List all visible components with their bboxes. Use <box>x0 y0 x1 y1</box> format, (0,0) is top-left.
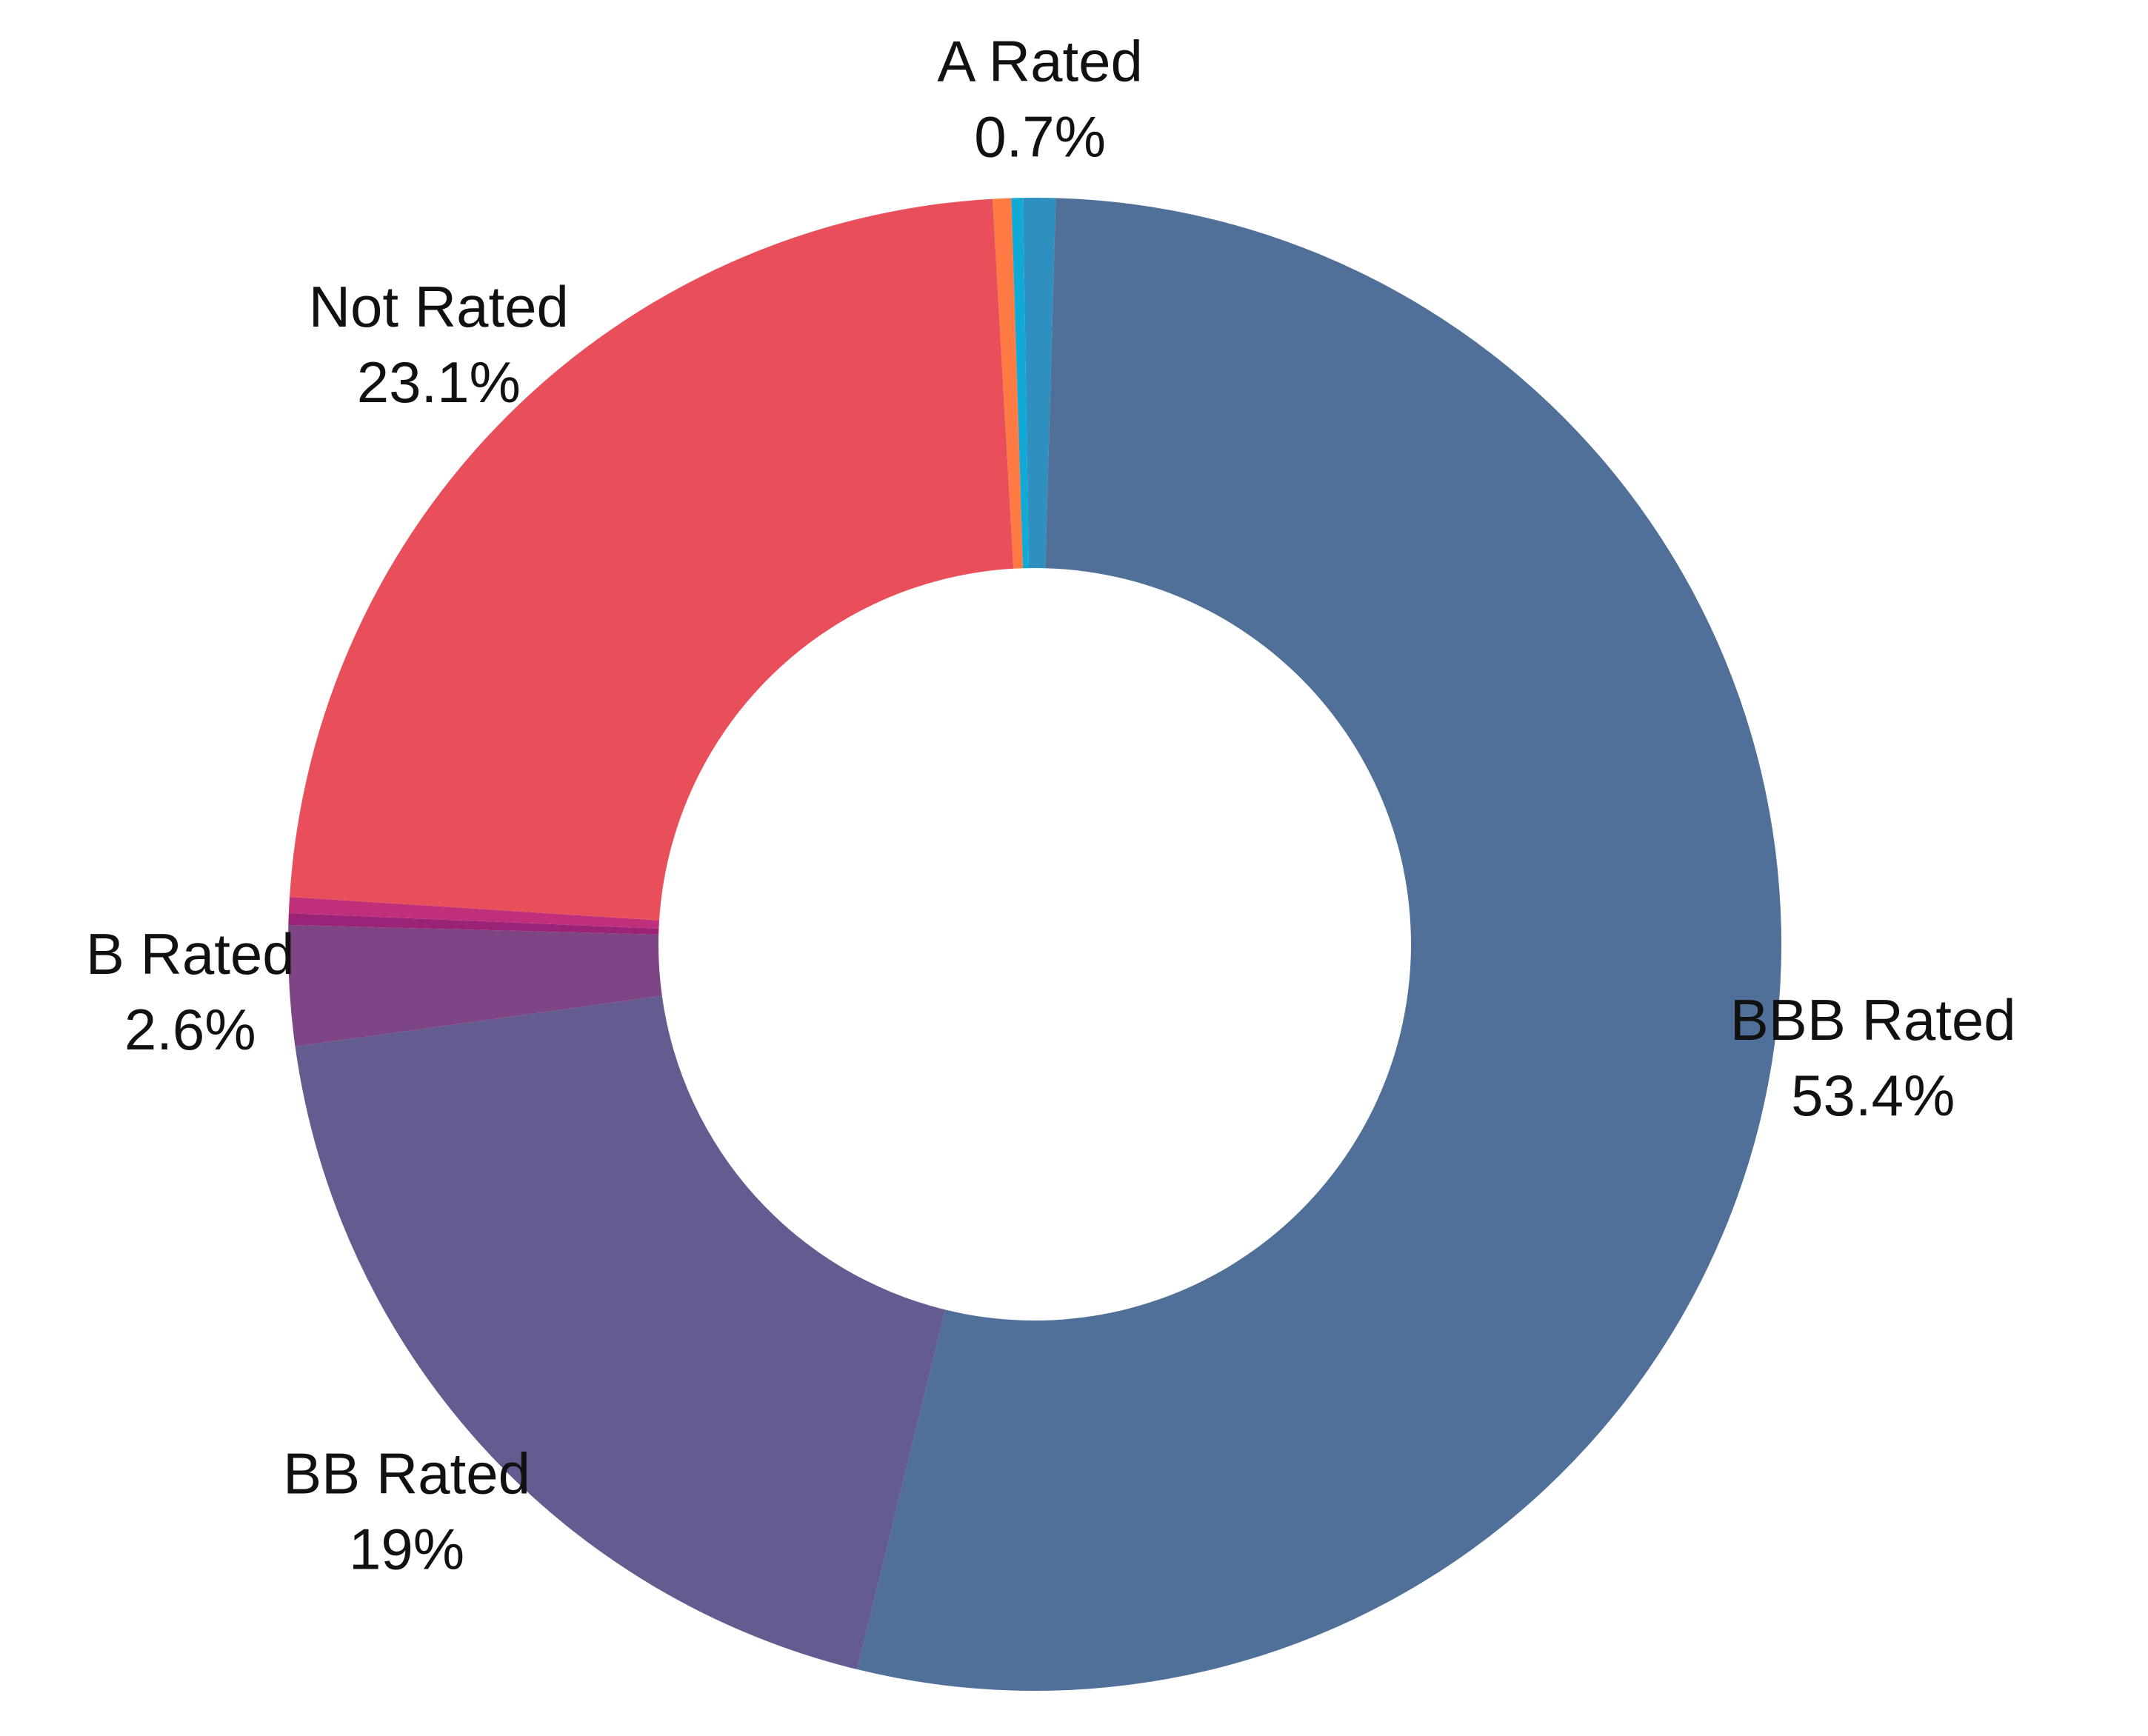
slice-minor-4 <box>288 913 659 935</box>
slice-bbb-rated <box>857 198 1782 1692</box>
pct-label-not-rated: 23.1% <box>357 350 521 415</box>
slice-bb-rated <box>295 995 946 1670</box>
label-bbb-rated: BBB Rated <box>1730 987 2016 1052</box>
label-bb-rated: BB Rated <box>283 1440 530 1506</box>
pct-label-bb-rated: 19% <box>349 1516 464 1581</box>
label-not-rated: Not Rated <box>309 274 569 339</box>
slice-minor-5 <box>288 896 660 929</box>
pct-label-a-rated: 0.7% <box>974 104 1106 169</box>
pct-label-b-rated: 2.6% <box>124 997 256 1062</box>
slices-group <box>288 197 1782 1692</box>
labels-group: A Rated 0.7% BBB Rated 53.4% BB Rated 19% B Ra… <box>86 28 2016 1581</box>
slice-b-rated <box>288 924 662 1047</box>
label-a-rated: A Rated <box>937 28 1143 93</box>
slice-minor-8 <box>1011 198 1030 569</box>
slice-a-rated <box>1023 197 1056 569</box>
slice-minor-7 <box>993 198 1024 569</box>
slice-not-rated <box>290 198 1014 921</box>
label-b-rated: B Rated <box>86 921 295 986</box>
pct-label-bbb-rated: 53.4% <box>1791 1063 1955 1128</box>
